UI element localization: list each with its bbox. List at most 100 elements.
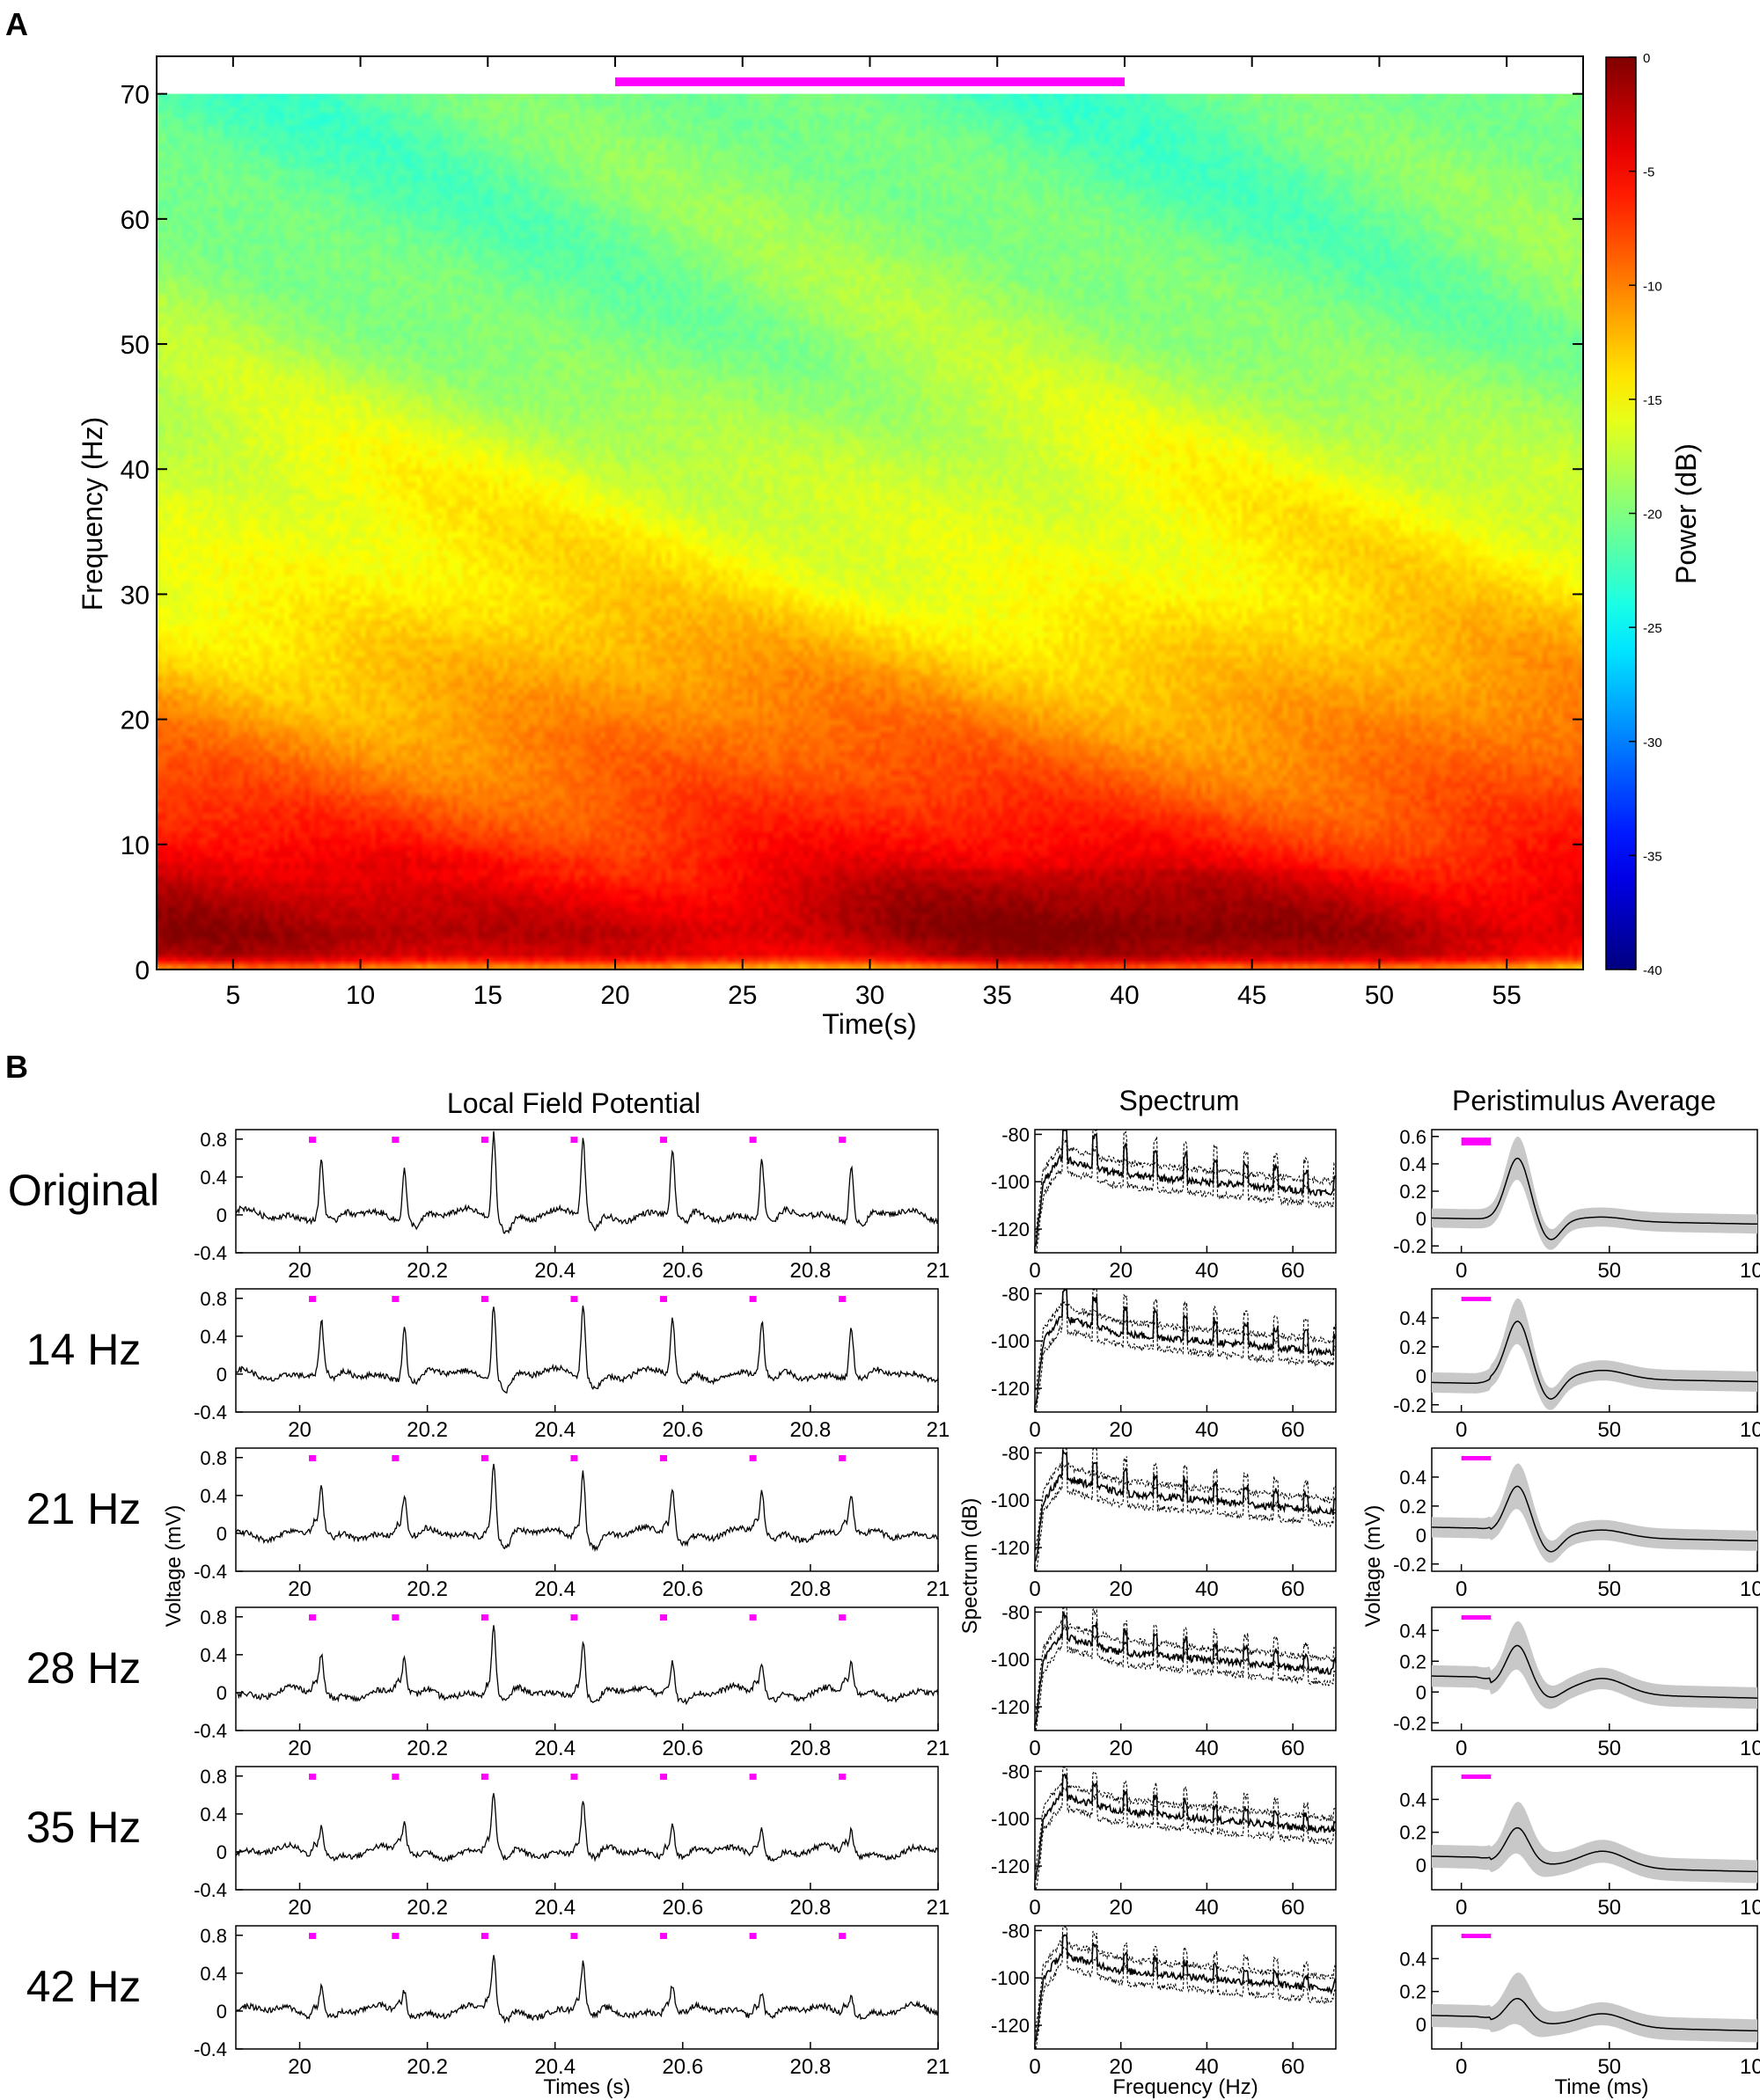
- lfp-y-tick-label: -0.4: [194, 1242, 227, 1264]
- lfp-axes: [235, 1925, 939, 2050]
- panel-b-row: 42 Hz -0.4 0 0.4 0.8 20 20.2 20.4 20.6 20.8 21 -80 -…: [26, 1920, 1760, 2079]
- lfp-x-tick-label: 20: [288, 1418, 312, 1442]
- lfp-x-tick-label: 20.6: [662, 2055, 703, 2079]
- psa-mean-trace: [1431, 1997, 1757, 2032]
- spectrum-x-tick-label: 60: [1281, 1418, 1305, 1442]
- stim-marker: [480, 1933, 488, 1939]
- lfp-y-tick-label: -0.4: [194, 1720, 227, 1742]
- x-tick-label: 10: [346, 981, 375, 1010]
- psa-y-tick-label: 0.4: [1399, 1467, 1426, 1489]
- lfp-x-tick-label: 21: [927, 1418, 950, 1442]
- panel-b-row: 14 Hz -0.4 0 0.4 0.8 20 20.2 20.4 20.6 20.8 21 -80 -…: [26, 1283, 1760, 1442]
- psa-mean-trace: [1431, 1485, 1758, 1553]
- lfp-ylabel: Voltage (mV): [162, 1505, 186, 1628]
- stim-marker: [749, 1774, 757, 1780]
- spectrum-trace: [1035, 1767, 1337, 1870]
- psa-y-tick-label: 0: [1416, 1855, 1426, 1877]
- lfp-y-tick-label: 0.8: [200, 1129, 227, 1151]
- spectrum-trace: [1035, 1448, 1336, 1550]
- stim-marker: [480, 1455, 488, 1461]
- psa-ylabel: Voltage (mV): [1361, 1505, 1385, 1628]
- spectrum-x-tick-label: 0: [1029, 1737, 1040, 1760]
- stim-marker: [392, 1774, 400, 1780]
- spectrum-y-tick-label: -120: [991, 1855, 1030, 1877]
- psa-axes: [1431, 1447, 1758, 1572]
- lfp-y-tick-label: 0.8: [200, 1288, 227, 1310]
- psa-x-tick-label: 50: [1597, 2055, 1621, 2079]
- lfp-x-tick-label: 20.4: [534, 1259, 576, 1283]
- stim-marker: [480, 1774, 488, 1780]
- spectrogram-xlabel: Time(s): [822, 1008, 916, 1040]
- stim-marker: [749, 1455, 757, 1461]
- spectrum-x-tick-label: 60: [1281, 1577, 1305, 1601]
- psa-y-tick-label: 0: [1416, 1525, 1426, 1547]
- x-tick-label: 25: [728, 981, 757, 1010]
- colorbar-tick-label: 0: [1643, 51, 1650, 66]
- spectrum-x-tick-label: 20: [1109, 2055, 1133, 2079]
- lfp-x-tick-label: 20: [288, 1737, 312, 1760]
- spectrum-x-tick-label: 20: [1109, 1577, 1133, 1601]
- x-tick-label: 50: [1365, 981, 1394, 1010]
- spectrum-x-tick-label: 40: [1195, 1259, 1219, 1283]
- lfp-axes: [235, 1766, 939, 1891]
- spectrum-trace: [1035, 1130, 1337, 1247]
- stim-marker: [660, 1614, 668, 1621]
- row-label: 28 Hz: [26, 1643, 142, 1693]
- spectrum-y-tick-label: -100: [991, 1649, 1030, 1671]
- psa-x-tick-label: 100: [1740, 2055, 1760, 2079]
- spectrum-y-tick-label: -120: [991, 1218, 1030, 1240]
- psa-error-band: [1432, 1621, 1757, 1709]
- psa-stim-bar: [1461, 1456, 1492, 1460]
- lfp-y-tick-label: 0: [216, 1364, 227, 1386]
- stim-marker: [392, 1137, 400, 1143]
- lfp-trace: [235, 1793, 939, 1862]
- lfp-y-tick-label: 0.4: [200, 1963, 227, 1985]
- stim-marker: [749, 1137, 757, 1143]
- y-tick-label: 60: [121, 206, 150, 235]
- spectrum-x-tick-label: 20: [1109, 1737, 1133, 1760]
- psa-axes: [1431, 1129, 1758, 1254]
- psa-error-band: [1432, 1136, 1757, 1250]
- lfp-y-tick-label: 0.8: [200, 1447, 227, 1469]
- spectrum-trace: [1035, 1773, 1337, 1880]
- spectrum-ylabel: Spectrum (dB): [958, 1498, 982, 1635]
- psa-x-tick-label: 0: [1456, 1577, 1467, 1601]
- stim-marker: [660, 1137, 668, 1143]
- y-tick-label: 50: [121, 331, 150, 360]
- spectrum-y-tick-label: -80: [1001, 1760, 1030, 1782]
- spectrum-x-tick-label: 20: [1109, 1418, 1133, 1442]
- column-title-psa: Peristimulus Average: [1452, 1085, 1716, 1116]
- lfp-x-tick-label: 20.8: [790, 1418, 832, 1442]
- spectrum-y-tick-label: -120: [991, 1696, 1030, 1718]
- psa-y-tick-label: -0.2: [1393, 1712, 1426, 1734]
- psa-x-tick-label: 100: [1740, 1896, 1760, 1920]
- colorbar-tick-label: -40: [1643, 963, 1662, 978]
- stim-marker: [839, 1933, 847, 1939]
- spectrum-trace: [1035, 1610, 1337, 1725]
- stim-marker: [309, 1614, 317, 1621]
- lfp-x-tick-label: 20: [288, 1259, 312, 1283]
- lfp-y-tick-label: 0: [216, 1682, 227, 1704]
- psa-x-tick-label: 100: [1740, 1737, 1760, 1760]
- stim-marker: [749, 1614, 757, 1621]
- spectrum-x-tick-label: 40: [1195, 2055, 1219, 2079]
- psa-stim-bar: [1461, 1615, 1492, 1620]
- psa-y-tick-label: 0.4: [1399, 1307, 1426, 1329]
- lfp-y-tick-label: -0.4: [194, 1561, 227, 1583]
- x-tick-label: 45: [1237, 981, 1266, 1010]
- stim-marker: [480, 1614, 488, 1621]
- spectrum-y-tick-label: -120: [991, 2015, 1030, 2037]
- lfp-x-tick-label: 21: [927, 1737, 950, 1760]
- spectrum-trace: [1035, 1925, 1337, 2032]
- x-tick-label: 40: [1110, 981, 1139, 1010]
- psa-y-tick-label: 0.2: [1399, 1981, 1426, 2003]
- psa-x-tick-label: 0: [1456, 1259, 1467, 1283]
- spectrogram-heatmap: [157, 93, 1583, 970]
- stim-marker: [570, 1614, 578, 1621]
- stim-marker: [480, 1296, 488, 1302]
- stim-marker: [392, 1933, 400, 1939]
- psa-y-tick-label: 0: [1416, 1208, 1426, 1230]
- spectrum-x-tick-label: 60: [1281, 2055, 1305, 2079]
- lfp-y-tick-label: -0.4: [194, 1879, 227, 1901]
- spectrum-y-tick-label: -100: [991, 1330, 1030, 1352]
